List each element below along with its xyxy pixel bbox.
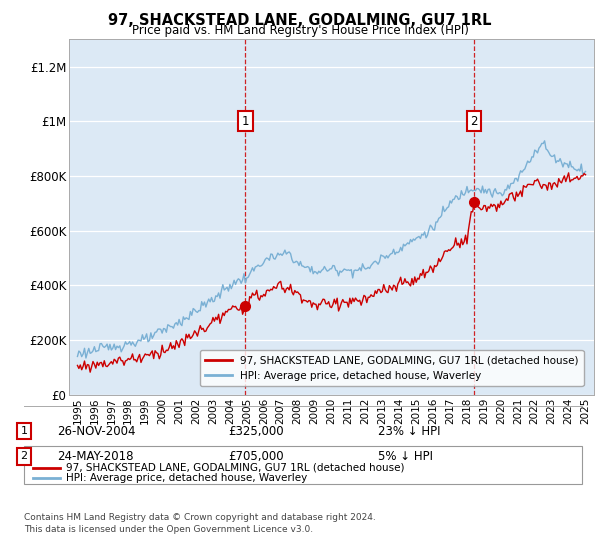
Text: This data is licensed under the Open Government Licence v3.0.: This data is licensed under the Open Gov… <box>24 525 313 534</box>
Text: 1: 1 <box>242 115 249 128</box>
Text: £705,000: £705,000 <box>228 450 284 463</box>
Text: Price paid vs. HM Land Registry's House Price Index (HPI): Price paid vs. HM Land Registry's House … <box>131 24 469 36</box>
Text: 97, SHACKSTEAD LANE, GODALMING, GU7 1RL (detached house): 97, SHACKSTEAD LANE, GODALMING, GU7 1RL … <box>66 463 404 473</box>
Text: £325,000: £325,000 <box>228 424 284 438</box>
Text: 97, SHACKSTEAD LANE, GODALMING, GU7 1RL: 97, SHACKSTEAD LANE, GODALMING, GU7 1RL <box>108 13 492 28</box>
Text: 1: 1 <box>20 426 28 436</box>
Text: 5% ↓ HPI: 5% ↓ HPI <box>378 450 433 463</box>
Text: 23% ↓ HPI: 23% ↓ HPI <box>378 424 440 438</box>
Text: 2: 2 <box>20 451 28 461</box>
Text: 26-NOV-2004: 26-NOV-2004 <box>57 424 136 438</box>
Text: 2: 2 <box>470 115 478 128</box>
Text: 24-MAY-2018: 24-MAY-2018 <box>57 450 133 463</box>
Legend: 97, SHACKSTEAD LANE, GODALMING, GU7 1RL (detached house), HPI: Average price, de: 97, SHACKSTEAD LANE, GODALMING, GU7 1RL … <box>200 351 584 386</box>
Text: HPI: Average price, detached house, Waverley: HPI: Average price, detached house, Wave… <box>66 473 307 483</box>
Text: Contains HM Land Registry data © Crown copyright and database right 2024.: Contains HM Land Registry data © Crown c… <box>24 514 376 522</box>
